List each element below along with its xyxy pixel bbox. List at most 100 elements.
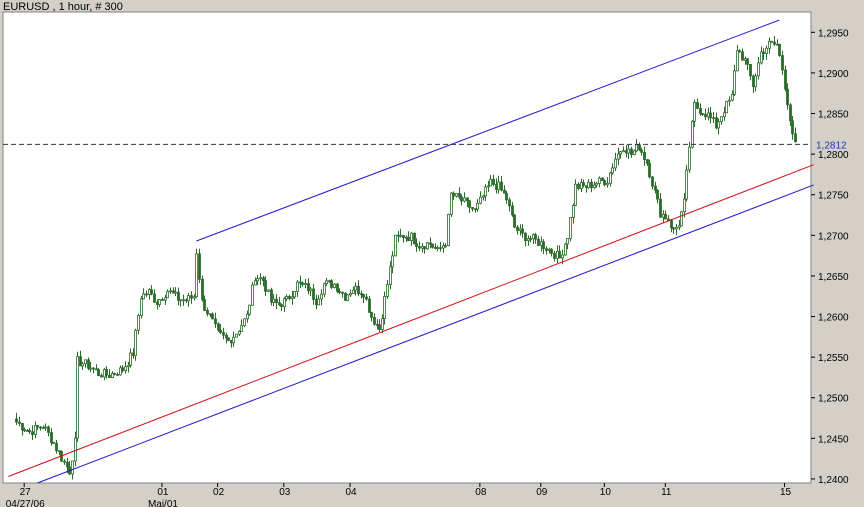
x-tick-label: 08 xyxy=(475,487,487,498)
candle-body xyxy=(757,62,760,77)
x-tick-label: 01 xyxy=(157,487,169,498)
x-tick-label: 15 xyxy=(780,487,792,498)
chart-title: EURUSD , 1 hour, # 300 xyxy=(3,1,123,13)
candle-body xyxy=(487,185,490,188)
candle-body xyxy=(105,369,108,376)
candle-body xyxy=(672,227,675,230)
candle-body xyxy=(619,151,622,155)
candle-body xyxy=(617,153,620,160)
candle-body xyxy=(211,313,214,320)
candle-body xyxy=(590,181,593,189)
candle-body xyxy=(190,295,193,299)
candle-body xyxy=(34,425,37,436)
candle-body xyxy=(240,325,243,332)
candle-body xyxy=(243,318,246,327)
candle-body xyxy=(232,336,235,344)
channel-lines xyxy=(8,19,814,484)
candle-body xyxy=(169,290,172,293)
candle-body xyxy=(458,193,461,198)
candle-body xyxy=(383,296,386,320)
candle-body xyxy=(524,232,527,242)
candle-body xyxy=(307,283,310,292)
candle-body xyxy=(370,312,373,318)
candle-body xyxy=(733,70,736,95)
candle-body xyxy=(614,158,617,169)
candle-body xyxy=(760,51,763,64)
candle-body xyxy=(55,442,58,452)
x-tick-label: 04 xyxy=(345,487,357,498)
candle-body xyxy=(784,69,787,90)
candle-body xyxy=(471,207,474,210)
candle-body xyxy=(193,296,196,299)
candle-body xyxy=(87,359,90,369)
candle-body xyxy=(770,40,773,43)
candle-body xyxy=(187,295,190,302)
candle-body xyxy=(124,366,127,372)
y-tick-label: 1,2450 xyxy=(818,434,849,445)
candle-body xyxy=(685,169,688,200)
candle-body xyxy=(259,277,262,280)
candle-body xyxy=(320,293,323,300)
candle-body xyxy=(15,418,18,423)
channel-line-upper xyxy=(196,19,780,242)
candle-body xyxy=(468,200,471,208)
y-axis-labels: 1,2400 1,2450 1,2500 1,2550 1,2600 1,2650 1,27… xyxy=(818,28,849,486)
x-tick-label: 11 xyxy=(661,487,672,498)
candle-body xyxy=(21,423,24,431)
candle-body xyxy=(330,280,333,288)
y-tick-label: 1,2850 xyxy=(818,110,849,121)
candle-body xyxy=(622,150,625,153)
candle-body xyxy=(773,41,776,45)
candle-body xyxy=(378,324,381,330)
candle-body xyxy=(564,243,567,256)
candle-body xyxy=(741,51,744,61)
candle-body xyxy=(394,234,397,257)
candle-body xyxy=(566,237,569,245)
candle-body xyxy=(81,363,84,367)
candle-body xyxy=(166,290,169,299)
candle-body xyxy=(646,159,649,164)
candle-body xyxy=(235,333,238,338)
candle-body xyxy=(248,304,251,315)
candle-body xyxy=(246,313,249,320)
x-tick-label: 02 xyxy=(213,487,225,498)
x-tick-label: 09 xyxy=(536,487,548,498)
candle-body xyxy=(336,283,339,292)
candle-body xyxy=(558,251,561,259)
candle-body xyxy=(603,180,606,186)
candle-body xyxy=(627,148,630,154)
candle-body xyxy=(516,226,519,231)
candle-body xyxy=(137,315,140,331)
candle-body xyxy=(418,246,421,249)
candle-body xyxy=(717,121,720,129)
candle-body xyxy=(206,309,209,315)
candle-body xyxy=(731,94,734,101)
candle-body xyxy=(444,245,447,247)
x-date-label: Mai/01 xyxy=(148,499,178,507)
candle-body xyxy=(651,176,654,187)
candles xyxy=(15,36,797,480)
candle-body xyxy=(593,184,596,189)
candle-body xyxy=(349,293,352,296)
candle-body xyxy=(746,58,749,65)
candle-body xyxy=(142,293,145,300)
x-axis-labels: 27 01 02 03 04 08 09 10 11 15 04/27/06 Mai/01 xyxy=(6,487,792,507)
candle-body xyxy=(638,144,641,151)
candle-body xyxy=(222,332,225,336)
candle-body xyxy=(609,172,612,184)
candle-body xyxy=(63,460,66,463)
candle-body xyxy=(354,285,357,291)
candle-body xyxy=(365,296,368,300)
y-tick-label: 1,2950 xyxy=(818,28,849,39)
candle-body xyxy=(545,248,548,251)
candle-body xyxy=(357,285,360,295)
candle-body xyxy=(52,442,55,444)
candle-body xyxy=(595,182,598,186)
candle-body xyxy=(140,298,143,316)
candle-body xyxy=(762,51,765,54)
candle-body xyxy=(415,243,418,247)
candle-body xyxy=(28,430,31,433)
candle-body xyxy=(529,238,532,241)
candle-body xyxy=(497,181,500,190)
